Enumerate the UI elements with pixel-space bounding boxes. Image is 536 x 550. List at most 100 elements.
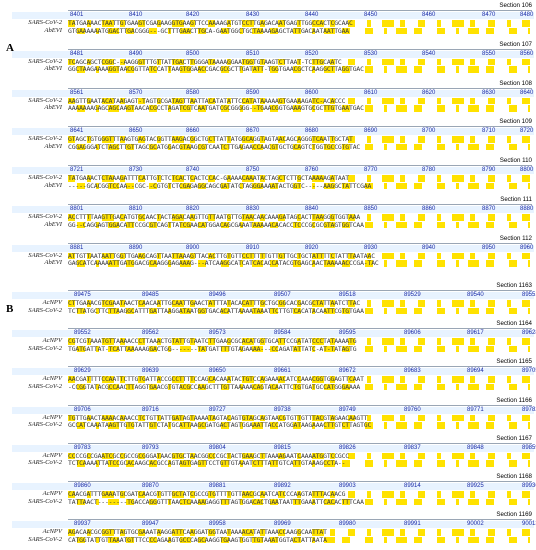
position-number: 89771 (467, 406, 484, 413)
sequence-row: SARS-CoV-2 ACCTTTTAAGTTGACATGTGCAACTACTAG… (12, 213, 534, 221)
position-number: 8770 (364, 167, 378, 174)
position-number: 89639 (142, 368, 159, 375)
position-number: 89552 (74, 330, 91, 337)
section-divider (68, 204, 532, 205)
position-ruler: 89475 89485 89496 89507 89518 89529 89540 89551 (12, 292, 536, 299)
position-number: 8480 (520, 12, 534, 18)
sequence-row: SARS-CoV-2 GTAGCTGTGGGTTTAAGTGAGTACGGTTAA… (12, 136, 534, 143)
sequence-row: AbEVI CGGAGGGATCTAGCTTGTTAGCGCATGGACGTAAG… (12, 142, 534, 151)
position-number: 8870 (482, 206, 496, 212)
sequence-row: SARS-CoV-2 AAGTTGAATACATAAGAGT-TAGTGCGATA… (12, 97, 534, 105)
position-number: 89573 (209, 330, 226, 337)
position-number: 89969 (274, 521, 291, 528)
position-number: 8590 (246, 89, 260, 96)
position-number: 8650 (129, 128, 143, 135)
sequence-residues: -CCGGTATACGCCAACTTAGGTGAACGTGTACGCCAAGCT… (68, 383, 530, 391)
section-title: Section 107 (499, 40, 532, 48)
sequence-row: SARS-CoV-2 TCTTATGCTTCTTAAGGCATTTGATTAAGG… (12, 307, 534, 314)
position-number: 8540 (422, 50, 436, 57)
position-number: 90002 (467, 521, 484, 528)
position-number: 8790 (482, 167, 496, 174)
sequence-name: AcNPV (42, 490, 62, 497)
position-number: 8740 (186, 167, 200, 174)
position-number: 89815 (274, 444, 291, 451)
position-number: 89683 (404, 368, 421, 375)
position-number: 89925 (467, 483, 484, 489)
position-number: 89540 (467, 292, 484, 298)
section-title: Section 106 (499, 2, 532, 9)
position-number: 8690 (364, 128, 378, 135)
position-number: 89760 (404, 406, 421, 413)
sequence-residues: TCAGCAGCTCGGC--AAGGGTTTGTTATTGACTTGGGATA… (68, 58, 530, 66)
section-divider (68, 442, 532, 444)
position-number: 89705 (522, 368, 536, 375)
position-number: 89914 (404, 483, 421, 489)
position-number: 8860 (422, 206, 436, 212)
position-number: 89496 (209, 292, 226, 298)
sequence-row: AbEVI -----GCACGGTCCAA--CGC--CGTGTCTCGAGA… (12, 181, 534, 190)
sequence-residues: CGTCGTAAATGTTAAAACCCTTAAACTGTATTGTAATCTT… (68, 338, 530, 345)
position-number: 8641 (70, 128, 84, 135)
sequence-residues: TATGAAAACTAATTGTGAAGTCGAGAAGGTGAAGTTCCAA… (68, 20, 530, 27)
panel-label-b: B (6, 303, 14, 315)
sequence-residues: AGACAACGCGGTTTAGTGCGAAATAAGGATTCAAGGATGG… (68, 529, 530, 536)
position-ruler: 8801 8810 8820 8830 8840 8850 8860 8870 8880 (12, 206, 534, 213)
section-title: Section 110 (499, 157, 532, 165)
sequence-row: SARS-CoV-2 TATGAAAACTAATTGTGAAGTCGAGAAGGT… (12, 19, 534, 27)
position-number: 89706 (74, 406, 91, 413)
position-number: 8670 (246, 128, 260, 135)
position-number: 8730 (129, 167, 143, 174)
sequence-name: SARS-CoV-2 (28, 344, 62, 352)
position-number: 8850 (364, 206, 378, 212)
position-ruler: 8881 8890 8900 8910 8920 8930 8940 8950 8960 (12, 244, 534, 252)
position-number: 8660 (186, 128, 200, 135)
position-ruler: 89629 89639 89650 89661 89672 89683 89694 89705 (12, 368, 536, 376)
position-number: 89617 (467, 330, 484, 337)
position-number: 8890 (129, 244, 143, 251)
sequence-name: SARS-CoV-2 (28, 19, 62, 26)
alignment-section: Section 112 8881 8890 8900 8910 8920 8930 8940 8… (12, 235, 534, 274)
sequence-residues: AACGATTTTCCAATTCTTGTGATTACCGCCTTTTCCAGCA… (68, 376, 530, 383)
position-number: 8920 (305, 244, 319, 251)
sequence-row: SARS-CoV-2 TATGAAACTCTAAAGATTTCATTGTCTCTC… (12, 175, 534, 182)
sequence-residues: TCTCAAAATTATCCGCACAAGCACGCCAGTAGTGAGTTCC… (68, 460, 530, 467)
sequence-row: AbEVI GTGAAAAAATGGACTTGACGGG---GCTTTGAACT… (12, 27, 534, 34)
sequence-residues: GCCATCAAATAAGTTGTGTATTGTCTATGCATTAAGCGAT… (68, 422, 530, 429)
position-ruler: 89706 89716 89727 89738 89749 89760 89771 89782 (12, 406, 536, 414)
sequence-name: SARS-CoV-2 (28, 174, 62, 182)
sequence-residues: ATTGTTAATAATTGGTTGAAGCAGTTAATTAAAGTTACAC… (68, 252, 530, 260)
position-number: 8550 (482, 50, 496, 57)
alignment-section: Section 111 8801 8810 8820 8830 8840 8850 8860 8… (12, 196, 534, 235)
position-number: 89628 (522, 330, 536, 337)
alignment-section: Section 1166 89706 89716 89727 89738 89749 897… (12, 397, 536, 435)
sequence-row: AbEVI GG--CAGGAGTGGACATTCCGCGTCAGTTATCGAA… (12, 221, 534, 228)
position-number: 8760 (305, 167, 319, 174)
position-number: 89629 (74, 368, 91, 375)
position-number: 8560 (520, 50, 534, 57)
position-number: 8800 (520, 167, 534, 174)
position-number: 8880 (520, 206, 534, 212)
position-number: 89661 (274, 368, 291, 375)
sequence-residues: GGCTAAGAAAAGGTAACGGTTATCCATTAAGTGGAACCGA… (68, 66, 530, 73)
position-number: 89947 (142, 521, 159, 528)
position-number: 8910 (246, 244, 260, 251)
sequence-name: AcNPV (42, 299, 62, 306)
position-number: 8510 (246, 50, 260, 57)
position-number: 89562 (142, 330, 159, 337)
position-number: 8600 (305, 89, 319, 96)
position-number: 89848 (467, 444, 484, 451)
position-number: 8810 (129, 206, 143, 212)
position-number: 8720 (520, 128, 534, 135)
sequence-name: AbEVI (44, 142, 62, 150)
position-number: 89793 (142, 444, 159, 451)
sequence-row: AbEVI GGCTAAGAAAAGGTAACGGTTATCCATTAAGTGGA… (12, 66, 534, 73)
sequence-residues: AAGTTGAATACATAAGAGT-TAGTGCGATAGTTAATTACA… (68, 97, 530, 105)
position-number: 89783 (74, 444, 91, 451)
position-number: 89903 (339, 483, 356, 489)
position-number: 8570 (129, 89, 143, 96)
position-number: 8500 (186, 50, 200, 57)
sequence-name: SARS-CoV-2 (28, 135, 62, 143)
position-number: 8640 (520, 89, 534, 96)
sequence-name: AbEVI (44, 181, 62, 189)
alignment-section: Section 1168 89860 89870 89881 89892 89903 899… (12, 473, 536, 511)
